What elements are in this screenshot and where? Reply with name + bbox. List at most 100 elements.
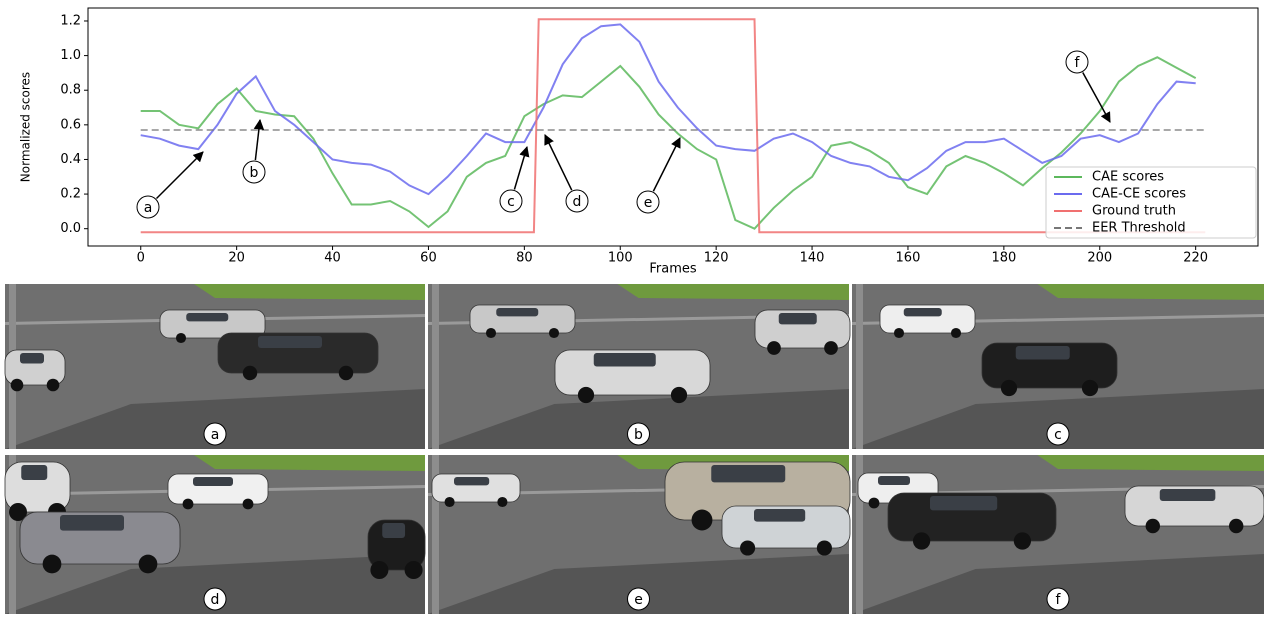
- car-wheel: [139, 555, 158, 574]
- car-wheel: [176, 333, 186, 343]
- x-tick-label: 120: [704, 251, 729, 266]
- panel-label: c: [1054, 427, 1062, 443]
- car-wheel: [1229, 519, 1243, 533]
- x-tick-label: 140: [800, 251, 825, 266]
- car-window: [258, 336, 322, 348]
- car-wheel: [817, 540, 832, 555]
- car-window: [594, 353, 656, 367]
- car-window: [779, 313, 817, 324]
- car-wheel: [951, 328, 961, 338]
- car-wheel: [486, 328, 496, 338]
- x-tick-label: 40: [324, 251, 341, 266]
- y-tick-label: 0.6: [60, 117, 81, 132]
- photo-grass: [194, 284, 425, 300]
- legend-label: CAE scores: [1092, 170, 1164, 185]
- y-tick-label: 0.0: [60, 221, 81, 236]
- car-window: [60, 515, 124, 531]
- photo-grass: [1037, 284, 1264, 300]
- car-wheel: [767, 341, 781, 355]
- x-tick-label: 220: [1183, 251, 1208, 266]
- x-tick-label: 80: [516, 251, 533, 266]
- y-tick-label: 0.2: [60, 187, 81, 202]
- y-tick-label: 0.8: [60, 83, 81, 98]
- annotation-arrow: [255, 120, 260, 160]
- x-tick-label: 180: [991, 251, 1016, 266]
- x-tick-label: 160: [896, 251, 921, 266]
- car-window: [1016, 346, 1070, 360]
- car-window: [454, 477, 489, 485]
- car-wheel: [1146, 519, 1160, 533]
- legend-label: CAE-CE scores: [1092, 187, 1186, 202]
- panel-label: b: [634, 427, 643, 443]
- legend-label: Ground truth: [1092, 204, 1176, 219]
- car-wheel: [183, 499, 194, 510]
- car-wheel: [243, 499, 254, 510]
- car-wheel: [549, 328, 559, 338]
- car-window: [711, 465, 785, 482]
- car-wheel: [740, 540, 755, 555]
- annotation-arrow: [514, 147, 527, 189]
- annotation-label: d: [573, 194, 582, 210]
- annotation-label: a: [144, 200, 153, 216]
- car-wheel: [339, 366, 353, 380]
- x-tick-label: 200: [1087, 251, 1112, 266]
- annotation-label: e: [644, 195, 653, 211]
- y-tick-label: 1.0: [60, 48, 81, 63]
- car-wheel: [894, 328, 904, 338]
- panel-label: a: [211, 427, 220, 443]
- legend-label: EER Threshold: [1092, 221, 1186, 236]
- photo-pole: [432, 284, 439, 449]
- photo-pole: [856, 284, 863, 449]
- page: {"chart_data": {"type": "line", "y_label…: [0, 0, 1264, 614]
- car-wheel: [370, 561, 388, 579]
- car-window: [186, 313, 228, 321]
- car-window: [904, 308, 942, 316]
- x-tick-label: 60: [420, 251, 437, 266]
- car-window: [1160, 489, 1216, 501]
- panel-label: e: [634, 592, 643, 608]
- annotation-arrow: [545, 135, 572, 190]
- car-wheel: [1001, 380, 1017, 396]
- annotation-arrow: [156, 152, 203, 199]
- car-wheel: [692, 510, 713, 531]
- annotation-label: c: [507, 194, 515, 210]
- annotation-label: b: [250, 165, 259, 181]
- car-wheel: [243, 366, 257, 380]
- car-wheel: [869, 498, 880, 509]
- car-wheel: [405, 561, 423, 579]
- car-wheel: [578, 387, 594, 403]
- y-tick-label: 1.2: [60, 13, 81, 28]
- car-wheel: [913, 532, 930, 549]
- series-line: [141, 57, 1196, 228]
- car-wheel: [1082, 380, 1098, 396]
- series-line: [141, 24, 1196, 194]
- car-wheel: [11, 379, 24, 392]
- car-window: [496, 308, 538, 316]
- car-wheel: [671, 387, 687, 403]
- car-wheel: [445, 497, 455, 507]
- car-window: [193, 477, 233, 486]
- car-window: [20, 353, 44, 364]
- car-window: [878, 476, 910, 485]
- y-axis-label: Normalized scores: [19, 72, 33, 182]
- car-wheel: [824, 341, 838, 355]
- x-tick-label: 0: [137, 251, 145, 266]
- car-wheel: [497, 497, 507, 507]
- annotation-arrow: [653, 138, 680, 191]
- car-wheel: [43, 555, 62, 574]
- car-window: [382, 523, 405, 538]
- car-window: [754, 509, 805, 522]
- y-tick-label: 0.4: [60, 152, 81, 167]
- photo-grass: [617, 284, 849, 300]
- x-axis-label: Frames: [649, 262, 697, 277]
- x-tick-label: 100: [608, 251, 633, 266]
- figure: Normalized scores Frames 0.0 0.2 0.4 0.6 0.8…: [0, 0, 1264, 614]
- car-wheel: [47, 379, 60, 392]
- photo-grass: [1037, 455, 1264, 471]
- panel-label: d: [211, 592, 220, 608]
- car-window: [930, 496, 997, 510]
- photo-grass: [194, 455, 425, 471]
- car-wheel: [1014, 532, 1031, 549]
- x-tick-label: 20: [228, 251, 245, 266]
